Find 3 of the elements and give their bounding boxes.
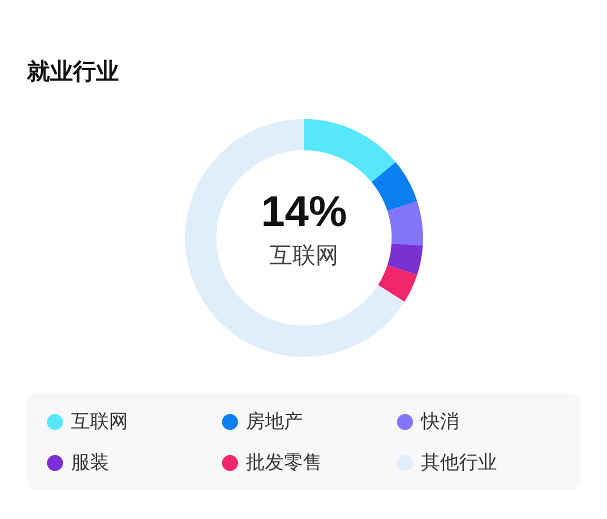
annotation: 互联网	[270, 242, 338, 268]
title: 就业行业	[27, 58, 119, 84]
annotation: 14%	[260, 188, 348, 236]
